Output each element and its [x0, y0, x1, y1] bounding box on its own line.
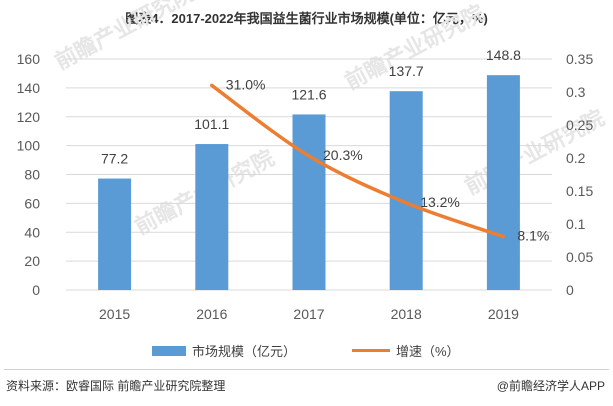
growth-rate-line — [210, 83, 506, 239]
y2-tick-label-5: 0.25 — [566, 117, 593, 133]
footer-divider — [4, 369, 609, 370]
y2-tick-label-6: 0.3 — [566, 84, 586, 100]
line-label-2018: 13.2% — [420, 194, 460, 210]
bar-label-2018: 137.7 — [389, 63, 424, 79]
x-tick-label-2018: 2018 — [391, 306, 422, 322]
y-tick-label-1: 20 — [24, 253, 40, 269]
y-tick-label-4: 80 — [24, 167, 40, 183]
x-tick-label-2016: 2016 — [196, 306, 227, 322]
legend-label-bar: 市场规模（亿元） — [192, 344, 297, 359]
line-label-2019: 8.1% — [517, 228, 549, 244]
legend-item-line: 增速（%） — [352, 341, 460, 360]
bar-2016 — [195, 144, 229, 290]
legend-swatch-bar — [152, 345, 186, 356]
bar-label-2015: 77.2 — [101, 151, 128, 167]
x-tick-label-2017: 2017 — [293, 306, 324, 322]
y-tick-label-0: 0 — [32, 282, 40, 298]
legend-item-bar: 市场规模（亿元） — [152, 341, 296, 360]
legend-swatch-line — [352, 349, 390, 352]
y2-tick-label-2: 0.1 — [566, 216, 586, 232]
line-label-2016: 31.0% — [226, 76, 266, 92]
y2-tick-label-4: 0.2 — [566, 150, 586, 166]
x-tick-label-2015: 2015 — [99, 306, 130, 322]
bar-series — [98, 75, 520, 291]
credit-note: @前瞻经济学人APP — [496, 379, 605, 393]
y-tick-label-3: 60 — [24, 195, 40, 211]
bar-label-2016: 101.1 — [194, 116, 229, 132]
legend: 市场规模（亿元） 增速（%） — [0, 341, 613, 361]
y-tick-label-7: 140 — [17, 80, 41, 96]
bar-2015 — [98, 178, 132, 290]
bar-2018 — [389, 91, 423, 291]
y2-axis-ticks: 0 0.05 0.1 0.15 0.2 0.25 0.3 0.35 — [566, 51, 593, 298]
watermark-1: 前瞻产业研究院 — [341, 0, 489, 94]
line-label-2017: 20.3% — [323, 147, 363, 163]
y-tick-label-2: 40 — [24, 224, 40, 240]
y2-tick-label-3: 0.15 — [566, 183, 593, 199]
bar-label-2019: 148.8 — [486, 47, 521, 63]
chart-title: 图表4：2017-2022年我国益生菌行业市场规模(单位：亿元，%) — [125, 11, 488, 26]
x-tick-label-2019: 2019 — [488, 306, 519, 322]
x-axis-ticks: 2015 2016 2017 2018 2019 — [99, 306, 519, 322]
y-tick-label-5: 100 — [17, 138, 41, 154]
watermark-0: 前瞻产业研究院 — [51, 0, 199, 74]
line-labels: 31.0% 20.3% 13.2% 8.1% — [226, 76, 550, 243]
bar-labels: 77.2 101.1 121.6 137.7 148.8 — [101, 47, 521, 166]
y-axis-ticks: 0 20 40 60 80 100 120 140 160 — [17, 51, 41, 298]
line-series — [210, 83, 506, 239]
source-note: 资料来源：欧睿国际 前瞻产业研究院整理 — [6, 379, 226, 393]
y-tick-label-8: 160 — [17, 51, 41, 67]
bar-2019 — [486, 75, 520, 290]
y2-tick-label-0: 0 — [566, 282, 574, 298]
bar-2017 — [292, 114, 326, 290]
y2-tick-label-1: 0.05 — [566, 249, 593, 265]
y-tick-label-6: 120 — [17, 109, 41, 125]
y2-tick-label-7: 0.35 — [566, 51, 593, 67]
bar-label-2017: 121.6 — [291, 86, 326, 102]
legend-label-line: 增速（%） — [396, 344, 460, 359]
